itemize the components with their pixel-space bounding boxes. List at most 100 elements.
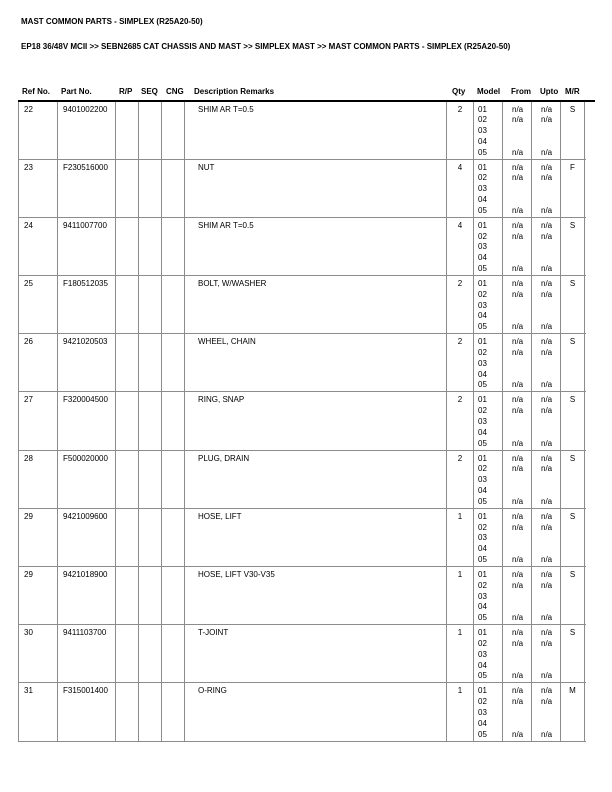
cell-from-line: n/a	[512, 205, 524, 215]
cell-mr: S	[561, 334, 585, 392]
cell-from-line: n/a	[512, 697, 524, 707]
cell-model-line: 04	[478, 253, 487, 263]
cell-part-no: F180512035	[58, 276, 116, 334]
cell-rp	[116, 683, 139, 741]
cell-from-line: n/a	[512, 147, 524, 157]
cell-part-no: F500020000	[58, 450, 116, 508]
cell-upto-line	[541, 544, 560, 555]
cell-seq	[139, 567, 162, 625]
cell-upto-line: n/a	[541, 162, 553, 172]
cell-model-line: 05	[478, 729, 487, 739]
cell-seq	[139, 159, 162, 217]
col-header-part-no: Part No.	[61, 87, 92, 96]
cell-model-line: 02	[478, 348, 487, 358]
breadcrumb: EP18 36/48V MCII >> SEBN2685 CAT CHASSIS…	[21, 42, 511, 51]
cell-upto-line: n/a	[541, 220, 553, 230]
cell-upto: n/a n/a n/a	[532, 450, 561, 508]
col-header-qty: Qty	[452, 87, 466, 96]
cell-cng	[162, 276, 185, 334]
cell-model-line: 05	[478, 147, 487, 157]
cell-upto-line	[541, 650, 560, 661]
cell-from-line: n/a	[512, 220, 524, 230]
cell-from-line: n/a	[512, 406, 524, 416]
cell-upto-line: n/a	[541, 570, 553, 579]
cell-model: 01 02 03 04 05	[474, 625, 503, 683]
cell-description: SHIM AR T=0.5	[185, 101, 447, 159]
cell-model-line: 02	[478, 522, 487, 532]
cell-cng	[162, 334, 185, 392]
cell-upto-line: n/a	[541, 580, 553, 590]
cell-from-line	[512, 417, 531, 428]
table-header-row: Ref No. Part No. R/P SEQ CNG Description…	[18, 87, 595, 96]
cell-model-line: 03	[478, 242, 487, 252]
cell-qty: 2	[447, 101, 474, 159]
cell-model-line: 02	[478, 638, 487, 648]
cell-upto-line	[541, 242, 560, 253]
cell-cng	[162, 625, 185, 683]
cell-upto-line: n/a	[541, 104, 553, 114]
cell-upto-line: n/a	[541, 147, 553, 157]
cell-from-line: n/a	[512, 264, 524, 274]
cell-from-line: n/a	[512, 337, 524, 347]
cell-model-line: 04	[478, 369, 487, 379]
cell-upto-line	[541, 359, 560, 370]
cell-model-line: 03	[478, 649, 487, 659]
cell-from-line	[512, 533, 531, 544]
cell-from-line	[512, 544, 531, 555]
cell-seq	[139, 508, 162, 566]
cell-model-line: 05	[478, 322, 487, 332]
cell-mr: S	[561, 450, 585, 508]
cell-upto-line: n/a	[541, 555, 553, 564]
cell-from-line: n/a	[512, 453, 524, 463]
cell-from-line: n/a	[512, 555, 524, 564]
cell-upto: n/a n/a n/a	[532, 276, 561, 334]
cell-rp	[116, 567, 139, 625]
cell-mr: F	[561, 159, 585, 217]
cell-ref-no: 27	[19, 392, 58, 450]
cell-from-line: n/a	[512, 511, 524, 521]
cell-model-line: 02	[478, 115, 487, 125]
cell-model-line: 03	[478, 533, 487, 543]
cell-upto-line: n/a	[541, 496, 553, 506]
cell-from: n/a n/a n/a	[503, 392, 532, 450]
cell-upto-line: n/a	[541, 453, 553, 463]
cell-from-line	[512, 359, 531, 370]
cell-from-line	[512, 253, 531, 264]
cell-model-line: 05	[478, 438, 487, 448]
cell-cng	[162, 159, 185, 217]
cell-from-line: n/a	[512, 104, 524, 114]
cell-mr: S	[561, 508, 585, 566]
cell-part-no: F320004500	[58, 392, 116, 450]
cell-from-line: n/a	[512, 580, 524, 590]
table-row: 31 F315001400 O-RING 1 01 02 03 04 05 n/a n/a n/a n/…	[19, 683, 586, 742]
cell-model-line: 02	[478, 289, 487, 299]
cell-qty: 2	[447, 392, 474, 450]
cell-rp	[116, 276, 139, 334]
cell-description: NUT	[185, 159, 447, 217]
cell-model-line: 03	[478, 475, 487, 485]
cell-qty: 1	[447, 567, 474, 625]
cell-description: HOSE, LIFT V30-V35	[185, 567, 447, 625]
cell-description: SHIM AR T=0.5	[185, 217, 447, 276]
cell-from-line: n/a	[512, 686, 524, 696]
cell-upto-line	[541, 137, 560, 148]
header-rule	[18, 99, 595, 102]
cell-qty: 1	[447, 683, 474, 741]
cell-from-line: n/a	[512, 279, 524, 289]
cell-from-line: n/a	[512, 464, 524, 474]
cell-from-line	[512, 428, 531, 439]
cell-from: n/a n/a n/a	[503, 450, 532, 508]
cell-upto-line	[541, 708, 560, 719]
cell-upto-line: n/a	[541, 115, 553, 125]
cell-rp	[116, 508, 139, 566]
cell-rp	[116, 217, 139, 276]
cell-upto-line: n/a	[541, 438, 553, 448]
cell-from-line: n/a	[512, 496, 524, 506]
cell-model-line: 03	[478, 184, 487, 194]
cell-model-line: 01	[478, 220, 487, 230]
cell-mr: S	[561, 392, 585, 450]
cell-part-no: 9421018900	[58, 567, 116, 625]
cell-seq	[139, 625, 162, 683]
cell-model: 01 02 03 04 05	[474, 683, 503, 741]
page-title: MAST COMMON PARTS - SIMPLEX (R25A20-50)	[21, 17, 203, 26]
